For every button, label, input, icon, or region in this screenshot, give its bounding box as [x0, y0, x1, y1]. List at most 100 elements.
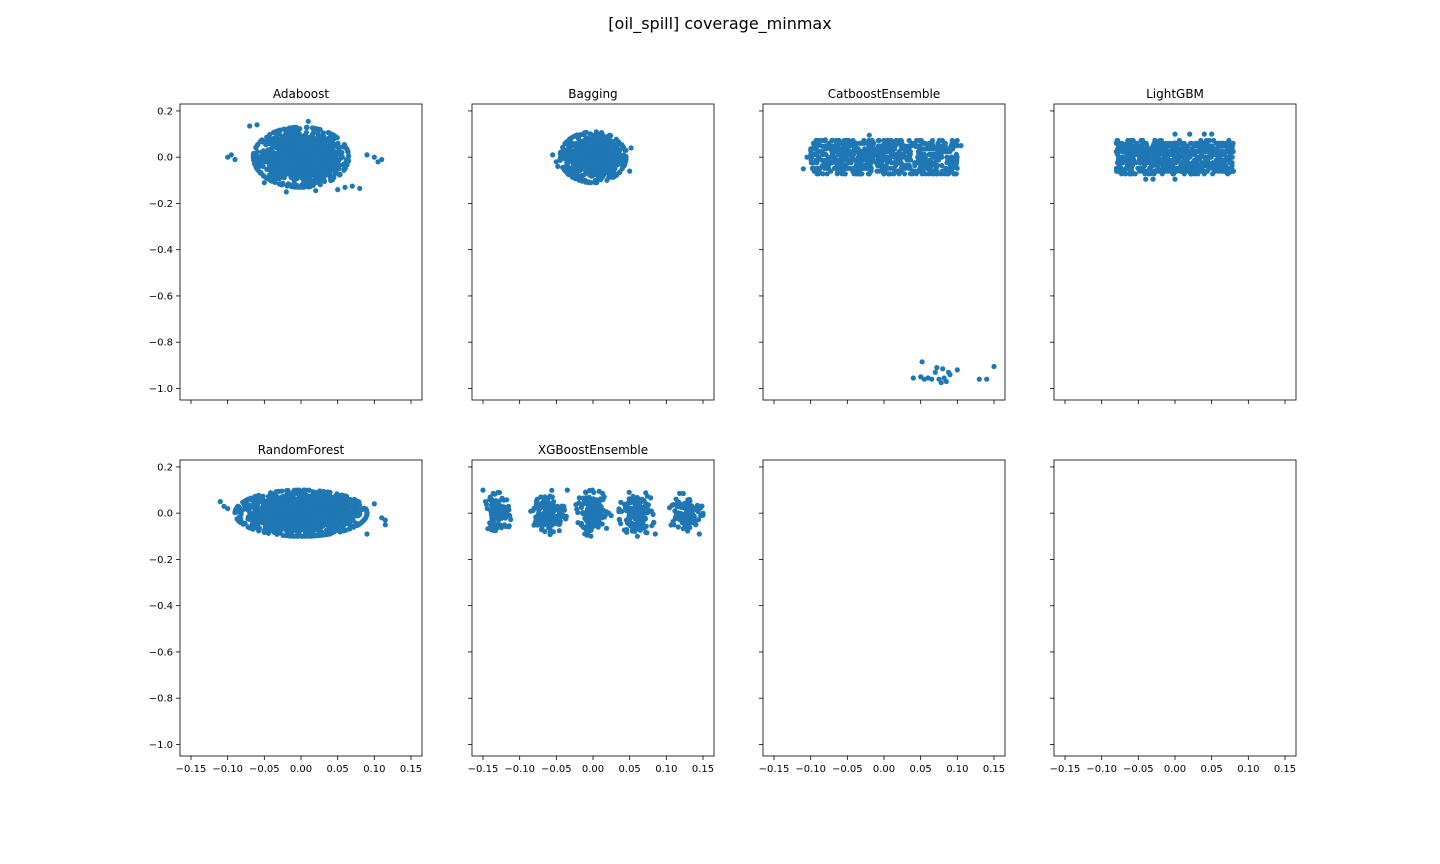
subplot-title: LightGBM [1146, 87, 1204, 101]
scatter-point [593, 129, 599, 135]
scatter-point [286, 130, 292, 136]
scatter-point [311, 143, 317, 149]
scatter-point [1230, 140, 1236, 146]
scatter-point [329, 134, 335, 141]
scatter-point [232, 156, 238, 163]
scatter-point [910, 375, 916, 381]
subplot-randomforest: RandomForest0.20.0−0.2−0.4−0.6−0.8−1.0−0… [149, 443, 423, 775]
scatter-point [282, 135, 288, 141]
scatter-point [228, 152, 234, 158]
scatter-point [258, 170, 264, 176]
scatter-point [853, 162, 860, 169]
scatter-point [950, 165, 956, 171]
scatter-point [299, 182, 306, 188]
scatter-point [1198, 146, 1204, 152]
scatter-point [827, 146, 834, 152]
scatter-point [579, 177, 585, 183]
scatter-point [326, 130, 332, 136]
scatter-point [263, 139, 269, 146]
scatter-point [339, 154, 345, 160]
scatter-point [949, 137, 955, 144]
scatter-point [599, 130, 605, 136]
scatter-point [1142, 151, 1148, 157]
scatter-point [314, 151, 320, 157]
y-tick-label: −0.6 [149, 291, 173, 302]
scatter-point [898, 137, 904, 144]
scatter-point [1209, 151, 1215, 157]
scatter-point [291, 181, 297, 187]
scatter-point [371, 154, 377, 160]
scatter-point [823, 143, 829, 149]
scatter-point [602, 145, 608, 152]
scatter-point [604, 177, 610, 183]
scatter-point [331, 167, 337, 174]
scatter-point [930, 154, 936, 160]
scatter-point [307, 173, 313, 180]
scatter-point [888, 137, 894, 144]
scatter-point [591, 164, 597, 170]
scatter-point [600, 170, 606, 176]
scatter-point [1115, 154, 1122, 160]
scatter-point [859, 165, 865, 171]
scatter-point [887, 143, 893, 149]
scatter-point [1142, 160, 1148, 166]
scatter-point [894, 168, 900, 174]
scatter-point [305, 148, 312, 154]
scatter-point [1212, 168, 1218, 174]
scatter-point [572, 176, 579, 182]
scatter-point [254, 122, 260, 128]
scatter-point [1143, 176, 1149, 182]
scatter-point [1150, 149, 1156, 155]
scatter-point [293, 172, 299, 178]
scatter-point [317, 170, 323, 176]
scatter-point [1227, 169, 1233, 175]
scatter-point [612, 172, 618, 178]
scatter-point [576, 165, 582, 171]
scatter-point [1172, 131, 1178, 137]
scatter-point [566, 137, 572, 143]
scatter-point [357, 185, 363, 191]
scatter-point [1163, 146, 1169, 152]
scatter-point [1125, 143, 1131, 149]
scatter-point [1225, 149, 1231, 155]
scatter-point [870, 157, 876, 163]
scatter-point [592, 141, 598, 147]
subplot-lightgbm: LightGBM [1050, 87, 1297, 404]
scatter-point [1221, 157, 1227, 163]
scatter-point [1117, 141, 1123, 148]
scatter-point [267, 149, 273, 155]
scatter-point [577, 142, 584, 148]
scatter-point [902, 165, 908, 171]
scatter-point [619, 154, 625, 160]
scatter-point [292, 163, 299, 169]
scatter-point [828, 168, 834, 174]
scatter-point [605, 133, 611, 139]
scatter-point [317, 182, 323, 188]
scatter-point [1150, 176, 1156, 182]
scatter-point [820, 171, 826, 177]
scatter-point [927, 165, 933, 171]
scatter-point [1120, 160, 1126, 166]
scatter-point [866, 132, 872, 138]
y-tick-label: −0.2 [149, 199, 173, 210]
scatter-point [895, 140, 901, 146]
scatter-point [1220, 168, 1226, 174]
scatter-point [1142, 171, 1148, 177]
scatter-point [891, 146, 898, 152]
scatter-point [920, 168, 926, 174]
scatter-point [1204, 157, 1210, 163]
scatter-point [581, 132, 587, 138]
scatter-point [298, 169, 305, 175]
scatter-point [853, 140, 859, 146]
scatter-point [843, 165, 850, 171]
scatter-point [932, 369, 938, 375]
scatter-point [611, 150, 617, 156]
scatter-point [1126, 154, 1132, 160]
scatter-point [824, 171, 830, 177]
scatter-point [1158, 137, 1164, 144]
scatter-point [833, 160, 839, 166]
scatter-point [575, 148, 581, 155]
scatter-point [564, 151, 570, 157]
scatter-point [550, 152, 556, 158]
